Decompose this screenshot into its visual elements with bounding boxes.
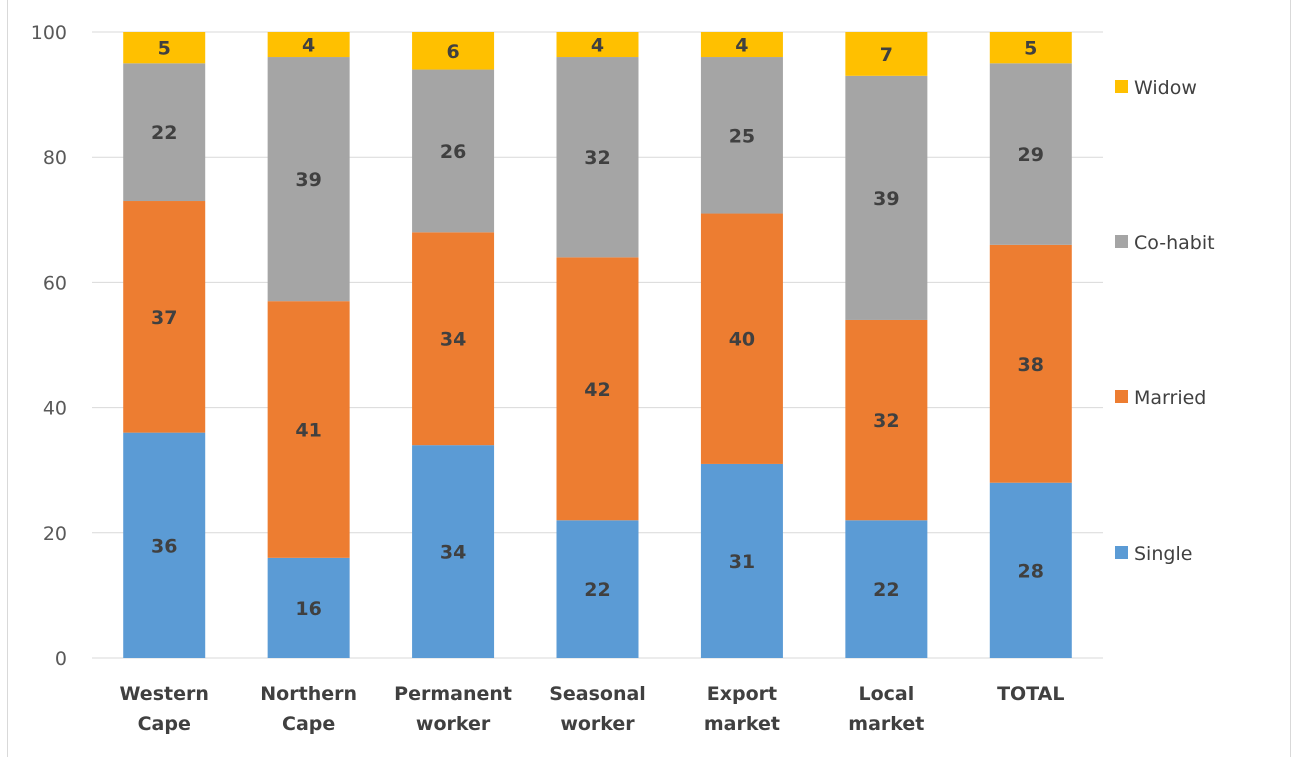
legend-label: Widow bbox=[1134, 77, 1197, 99]
x-tick-label: Seasonal bbox=[549, 683, 646, 705]
data-label: 32 bbox=[584, 147, 610, 169]
bar-widow-6 bbox=[989, 32, 1072, 64]
y-tick-label: 40 bbox=[43, 398, 67, 420]
legend: Widow Co-habit Married Single bbox=[1115, 77, 1215, 565]
x-tick-label: market bbox=[704, 713, 780, 735]
legend-swatch-co-habit bbox=[1115, 235, 1128, 248]
bar-co-habit-2 bbox=[412, 69, 495, 233]
data-label: 39 bbox=[295, 169, 321, 191]
bar-co-habit-5 bbox=[845, 75, 928, 320]
data-label: 42 bbox=[584, 379, 610, 401]
bar-co-habit-0 bbox=[123, 63, 206, 202]
legend-label: Co-habit bbox=[1134, 232, 1215, 254]
bar-married-4 bbox=[700, 213, 783, 464]
x-tick-label: worker bbox=[416, 713, 491, 735]
bar-married-0 bbox=[123, 201, 206, 433]
bar-single-0 bbox=[123, 432, 206, 658]
data-label: 5 bbox=[1024, 38, 1037, 60]
y-tick-label: 0 bbox=[55, 648, 67, 670]
data-label: 32 bbox=[873, 410, 899, 432]
bar-single-3 bbox=[556, 520, 639, 658]
bar-widow-4 bbox=[700, 32, 783, 58]
bars: 36 37 22 5 16 41 39 4 34 34 26 6 22 42 32 4 31 40 25 4 22 32 3… bbox=[123, 32, 1072, 658]
data-label: 4 bbox=[302, 35, 315, 57]
y-axis: 0 20 40 60 80 100 bbox=[31, 22, 67, 670]
legend-label: Single bbox=[1134, 543, 1192, 565]
x-tick-label: Western bbox=[120, 683, 209, 705]
data-label: 4 bbox=[735, 35, 748, 57]
bar-single-4 bbox=[700, 463, 783, 658]
bar-widow-3 bbox=[556, 32, 639, 58]
legend-swatch-widow bbox=[1115, 80, 1128, 93]
x-tick-label: market bbox=[848, 713, 924, 735]
bar-married-1 bbox=[267, 301, 350, 558]
bar-co-habit-3 bbox=[556, 57, 639, 258]
x-tick-label: Cape bbox=[138, 713, 191, 735]
data-label: 25 bbox=[729, 125, 755, 147]
data-label: 22 bbox=[584, 579, 610, 601]
bar-married-3 bbox=[556, 257, 639, 521]
x-tick-label: Northern bbox=[260, 683, 357, 705]
bar-widow-5 bbox=[845, 32, 928, 76]
data-label: 34 bbox=[440, 329, 466, 351]
data-label: 5 bbox=[158, 38, 171, 60]
bar-co-habit-4 bbox=[700, 57, 783, 214]
data-label: 34 bbox=[440, 542, 466, 564]
data-label: 28 bbox=[1018, 560, 1044, 582]
legend-swatch-married bbox=[1115, 390, 1128, 403]
data-label: 38 bbox=[1018, 354, 1044, 376]
x-tick-label: Permanent bbox=[394, 683, 512, 705]
bar-co-habit-1 bbox=[267, 57, 350, 302]
x-tick-label: Local bbox=[858, 683, 914, 705]
data-label: 26 bbox=[440, 141, 466, 163]
data-label: 7 bbox=[880, 44, 893, 66]
data-label: 16 bbox=[295, 598, 321, 620]
y-tick-label: 60 bbox=[43, 272, 67, 294]
legend-label: Married bbox=[1134, 387, 1206, 409]
x-tick-label: TOTAL bbox=[997, 683, 1064, 705]
x-tick-label: Export bbox=[707, 683, 777, 705]
data-label: 22 bbox=[151, 122, 177, 144]
bar-married-5 bbox=[845, 319, 928, 521]
y-tick-label: 20 bbox=[43, 523, 67, 545]
data-label: 4 bbox=[591, 35, 604, 57]
bar-widow-1 bbox=[267, 32, 350, 58]
data-label: 41 bbox=[295, 420, 321, 442]
data-label: 40 bbox=[729, 329, 755, 351]
bar-co-habit-6 bbox=[989, 63, 1072, 245]
data-label: 22 bbox=[873, 579, 899, 601]
bar-widow-2 bbox=[412, 32, 495, 70]
bar-single-2 bbox=[412, 445, 495, 658]
bar-single-5 bbox=[845, 520, 928, 658]
bar-married-6 bbox=[989, 244, 1072, 483]
legend-swatch-single bbox=[1115, 546, 1128, 559]
data-label: 29 bbox=[1018, 144, 1044, 166]
bar-widow-0 bbox=[123, 32, 206, 64]
data-label: 36 bbox=[151, 535, 177, 557]
y-tick-label: 80 bbox=[43, 147, 67, 169]
bar-single-6 bbox=[989, 482, 1072, 658]
data-label: 6 bbox=[446, 41, 459, 63]
chart-frame bbox=[7, 0, 1291, 757]
x-tick-label: Cape bbox=[282, 713, 335, 735]
x-tick-label: worker bbox=[560, 713, 635, 735]
data-label: 39 bbox=[873, 188, 899, 210]
data-label: 31 bbox=[729, 551, 755, 573]
bar-married-2 bbox=[412, 232, 495, 446]
bar-single-1 bbox=[267, 557, 350, 658]
data-label: 37 bbox=[151, 307, 177, 329]
x-axis: Western Cape Northern Cape Permanent worker Se… bbox=[120, 683, 1065, 735]
y-tick-label: 100 bbox=[31, 22, 67, 44]
